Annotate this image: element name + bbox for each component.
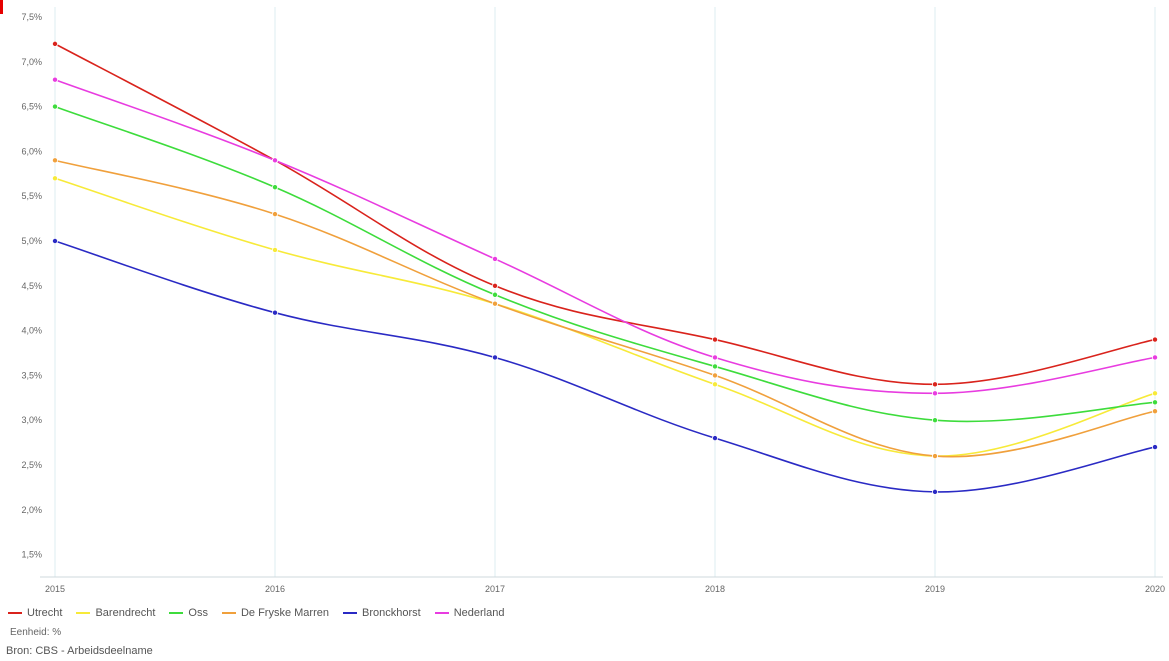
y-tick-label: 4,5% — [21, 281, 42, 291]
point-barendrecht-2015 — [52, 175, 59, 182]
point-oss-2020 — [1152, 399, 1159, 406]
line-nederland — [54, 78, 1156, 395]
point-bronckhorst-2020 — [1152, 444, 1159, 451]
unit-label: Eenheid: % — [10, 627, 62, 638]
line-utrecht — [54, 43, 1156, 386]
legend-item-oss[interactable]: Oss — [169, 607, 208, 619]
x-axis: 2015 2016 2017 2018 2019 2020 — [40, 576, 1165, 594]
grid-lines — [54, 7, 1156, 577]
point-barendrecht-2016 — [271, 246, 278, 253]
y-tick-label: 7,0% — [21, 57, 42, 67]
y-tick-label: 6,5% — [21, 102, 42, 112]
legend-swatch — [434, 612, 449, 614]
x-tick-label: 2016 — [265, 584, 285, 594]
legend-label: Utrecht — [27, 607, 63, 619]
series-points — [52, 40, 1159, 495]
point-utrecht-2015 — [52, 40, 59, 47]
legend-swatch — [221, 612, 236, 614]
point-nederland-2019 — [932, 390, 939, 397]
point-de-fryske-marren-2016 — [271, 211, 278, 218]
accent-bar — [0, 0, 3, 14]
y-tick-label: 5,0% — [21, 236, 42, 246]
point-bronckhorst-2018 — [712, 435, 719, 442]
point-nederland-2018 — [712, 354, 719, 361]
y-tick-label: 3,0% — [21, 415, 42, 425]
line-de-fryske-marren — [54, 159, 1156, 458]
point-de-fryske-marren-2020 — [1152, 408, 1159, 415]
point-nederland-2020 — [1152, 354, 1159, 361]
y-tick-label: 2,5% — [21, 460, 42, 470]
point-bronckhorst-2015 — [52, 237, 59, 244]
point-bronckhorst-2016 — [271, 309, 278, 316]
y-tick-label: 4,0% — [21, 326, 42, 336]
source-label: Bron: CBS - Arbeidsdeelname — [6, 645, 153, 657]
legend: Utrecht Barendrecht Oss De Fryske Marren Bro… — [8, 607, 504, 619]
line-bronckhorst — [54, 240, 1156, 493]
legend-item-nederland[interactable]: Nederland — [434, 607, 505, 619]
point-de-fryske-marren-2018 — [712, 372, 719, 379]
legend-swatch — [169, 612, 184, 614]
line-barendrecht — [54, 177, 1156, 457]
x-tick-label: 2020 — [1145, 584, 1165, 594]
legend-swatch — [8, 612, 22, 614]
y-tick-label: 5,5% — [21, 191, 42, 201]
series-lines — [54, 43, 1156, 493]
y-tick-label: 7,5% — [21, 12, 42, 22]
legend-label: De Fryske Marren — [240, 607, 329, 619]
x-tick-label: 2015 — [45, 584, 65, 594]
point-oss-2018 — [712, 363, 719, 370]
y-axis: 1,5% 2,0% 2,5% 3,0% 3,5% 4,0% 4,5% 5,0% 5,5% 6,0%… — [21, 12, 42, 560]
line-oss — [54, 105, 1156, 423]
x-tick-label: 2018 — [705, 584, 725, 594]
point-utrecht-2019 — [932, 381, 939, 388]
point-bronckhorst-2019 — [932, 488, 939, 495]
point-de-fryske-marren-2019 — [932, 453, 939, 460]
point-utrecht-2018 — [712, 336, 719, 343]
legend-item-barendrecht[interactable]: Barendrecht — [76, 607, 155, 619]
point-oss-2016 — [271, 184, 278, 191]
x-tick-label: 2017 — [485, 584, 505, 594]
point-oss-2019 — [932, 417, 939, 424]
legend-item-utrecht[interactable]: Utrecht — [8, 607, 62, 619]
point-bronckhorst-2017 — [491, 354, 498, 361]
point-oss-2015 — [52, 103, 59, 110]
legend-swatch — [343, 612, 357, 614]
x-tick-label: 2019 — [925, 584, 945, 594]
point-utrecht-2017 — [491, 282, 498, 289]
y-tick-label: 3,5% — [21, 370, 42, 380]
legend-item-bronckhorst[interactable]: Bronckhorst — [343, 607, 421, 619]
legend-item-de-fryske-marren[interactable]: De Fryske Marren — [221, 607, 329, 619]
point-nederland-2015 — [52, 76, 59, 83]
point-de-fryske-marren-2015 — [52, 157, 59, 164]
y-tick-label: 6,0% — [21, 146, 42, 156]
line-chart: 1,5% 2,0% 2,5% 3,0% 3,5% 4,0% 4,5% 5,0% 5,5% 6,0%… — [21, 7, 1165, 594]
point-utrecht-2020 — [1152, 336, 1159, 343]
legend-label: Nederland — [453, 607, 505, 619]
legend-label: Barendrecht — [95, 607, 156, 619]
legend-label: Bronckhorst — [362, 607, 421, 619]
y-tick-label: 1,5% — [21, 550, 42, 560]
point-oss-2017 — [491, 291, 498, 298]
point-nederland-2016 — [271, 157, 278, 164]
legend-label: Oss — [188, 607, 208, 619]
point-nederland-2017 — [491, 255, 498, 262]
point-barendrecht-2018 — [712, 381, 719, 388]
y-tick-label: 2,0% — [21, 505, 42, 515]
legend-swatch — [76, 612, 91, 614]
point-de-fryske-marren-2017 — [491, 300, 498, 307]
point-barendrecht-2020 — [1152, 390, 1159, 397]
